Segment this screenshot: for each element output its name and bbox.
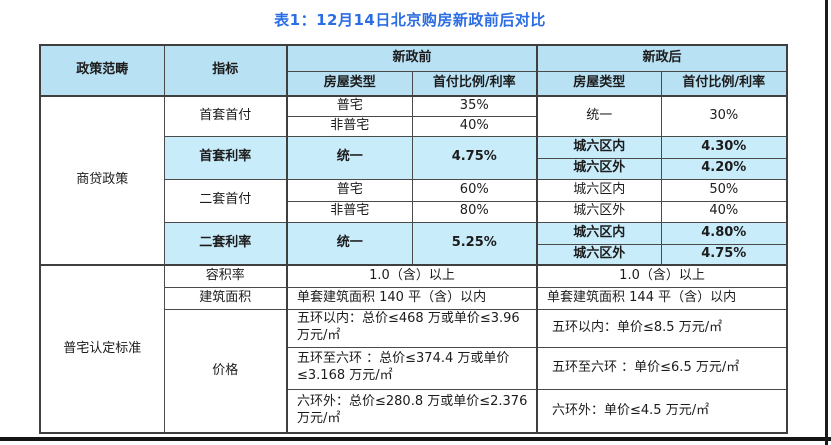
cell-second-down-after-type-1: 城六区内	[536, 178, 662, 202]
row-second-rate-2: 城六区外 4.75%	[40, 243, 788, 266]
cell-second-rate-before-value: 5.25%	[411, 221, 538, 266]
cell-second-down-before-value-1: 60%	[411, 178, 538, 202]
cell-second-down-after-value-2: 40%	[660, 200, 788, 223]
header-row-subcolumns: 房屋类型 首付比例/利率 房屋类型 首付比例/利率	[40, 70, 788, 97]
cell-second-rate-after-value-2: 4.75%	[660, 243, 788, 266]
cell-first-rate-before-value: 4.75%	[411, 135, 538, 180]
cell-price-before-3: 六环外：总价≤280.8 万或单价≤2.376 万元/㎡	[285, 388, 538, 434]
label-price: 价格	[163, 308, 288, 434]
cell-second-down-before-type-2: 非普宅	[286, 200, 413, 223]
cell-building-area-before: 单套建筑面积 140 平（含）以内	[285, 286, 538, 310]
row-second-down-1: 二套首付 普宅 60% 城六区内 50%	[40, 178, 788, 223]
category-loan-policy: 商贷政策	[39, 94, 165, 266]
label-second-rate: 二套利率	[163, 221, 288, 266]
right-window-border	[825, 0, 828, 445]
table-title: 表1：12月14日北京购房新政前后对比	[274, 11, 546, 29]
label-building-area: 建筑面积	[163, 286, 288, 310]
cell-plot-ratio-before: 1.0（含）以上	[285, 264, 538, 288]
cell-price-after-2: 五环至六环 ：单价≤6.5 万元/㎡	[536, 346, 788, 390]
header-before: 新政前	[285, 44, 538, 72]
header-ratio-rate-before: 首付比例/利率	[411, 70, 538, 97]
row-price-1: 价格 五环以内：总价≤468 万或单价≤3.96 万元/㎡ 五环以内：单价≤8.…	[40, 308, 788, 434]
row-plot-ratio: 普宅认定标准 容积率 1.0（含）以上 1.0（含）以上	[39, 264, 788, 434]
cell-first-down-before-value-1: 35%	[411, 94, 538, 117]
row-price-2: 五环至六环 ：总价≤374.4 万或单价≤3.168 万元/㎡ 五环至六环 ：单…	[40, 346, 788, 390]
cell-second-rate-before-type: 统一	[286, 221, 413, 266]
row-building-area: 建筑面积 单套建筑面积 140 平（含）以内 单套建筑面积 144 平（含）以内	[40, 286, 788, 310]
label-first-down: 首套首付	[163, 94, 288, 137]
cell-price-after-3: 六环外：单价≤4.5 万元/㎡	[536, 388, 788, 434]
label-first-rate: 首套利率	[163, 135, 288, 180]
row-first-down-2: 非普宅 40%	[40, 115, 787, 137]
header-indicator: 指标	[163, 44, 288, 97]
cell-first-rate-before-type: 统一	[286, 135, 413, 180]
header-house-type-before: 房屋类型	[286, 70, 413, 97]
cell-second-down-before-type-1: 普宅	[286, 178, 413, 202]
label-plot-ratio: 容积率	[163, 264, 288, 288]
cell-first-down-after-value: 30%	[660, 94, 788, 137]
row-first-down-1: 商贷政策 首套首付 普宅 35% 统一 30%	[39, 94, 788, 266]
cell-first-rate-after-value-2: 4.20%	[660, 157, 788, 180]
cell-first-down-before-type-1: 普宅	[286, 94, 413, 117]
cell-first-down-before-value-2: 40%	[411, 115, 538, 137]
cell-plot-ratio-after: 1.0（含）以上	[536, 264, 788, 288]
header-after: 新政后	[536, 44, 788, 72]
cell-second-down-after-value-1: 50%	[660, 178, 788, 202]
bottom-divider-bar	[0, 437, 831, 441]
cell-building-area-after: 单套建筑面积 144 平（含）以内	[536, 286, 788, 310]
cell-first-down-after-type: 统一	[536, 94, 662, 137]
label-second-down: 二套首付	[163, 178, 288, 223]
cell-second-down-after-type-2: 城六区外	[536, 200, 662, 223]
cell-first-rate-after-value-1: 4.30%	[660, 135, 788, 159]
header-row-groups: 政策范畴 指标 新政前 新政后	[39, 44, 788, 97]
header-policy-scope: 政策范畴	[39, 44, 165, 97]
policy-comparison-table: 政策范畴 指标 新政前 新政后 房屋类型 首付比例/利率 房屋类型 首付比例/利…	[39, 44, 789, 435]
row-second-rate-1: 二套利率 统一 5.25% 城六区内 4.80%	[40, 221, 788, 266]
cell-price-before-2: 五环至六环 ：总价≤374.4 万或单价≤3.168 万元/㎡	[285, 346, 538, 390]
category-standard: 普宅认定标准	[39, 264, 165, 434]
cell-price-after-1: 五环以内：单价≤8.5 万元/㎡	[536, 308, 788, 348]
cell-price-before-1: 五环以内：总价≤468 万或单价≤3.96 万元/㎡	[285, 308, 538, 348]
header-ratio-rate-after: 首付比例/利率	[660, 70, 788, 97]
cell-second-down-before-value-2: 80%	[411, 200, 538, 223]
cell-second-rate-after-value-1: 4.80%	[660, 221, 788, 245]
cell-second-rate-after-type-2: 城六区外	[536, 243, 662, 266]
cell-first-rate-after-type-2: 城六区外	[536, 157, 662, 180]
row-first-rate-1: 首套利率 统一 4.75% 城六区内 4.30%	[40, 135, 788, 180]
cell-first-down-before-type-2: 非普宅	[286, 115, 413, 137]
cell-first-rate-after-type-1: 城六区内	[536, 135, 662, 159]
cell-second-rate-after-type-1: 城六区内	[536, 221, 662, 245]
row-price-3: 六环外：总价≤280.8 万或单价≤2.376 万元/㎡ 六环外：单价≤4.5 …	[40, 388, 788, 434]
header-house-type-after: 房屋类型	[536, 70, 662, 97]
